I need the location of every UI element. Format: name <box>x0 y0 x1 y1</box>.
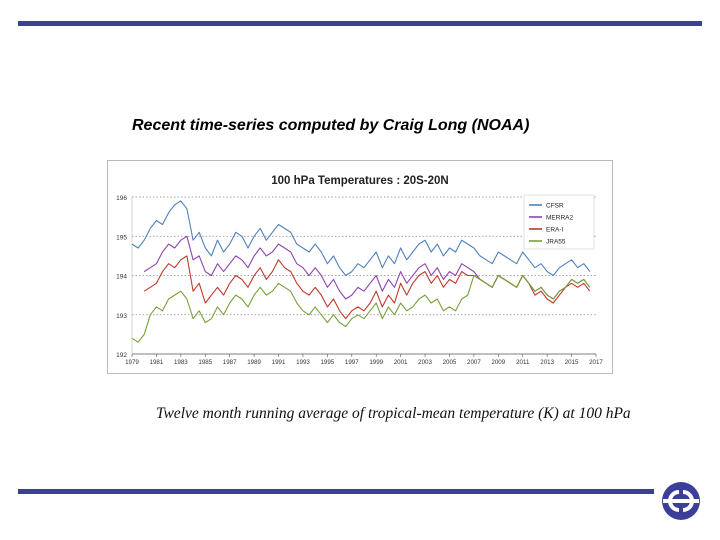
x-tick-label: 1993 <box>296 359 310 366</box>
x-tick-label: 1991 <box>272 359 286 366</box>
y-tick-label: 193 <box>116 313 127 320</box>
x-tick-label: 2009 <box>491 359 505 366</box>
x-tick-label: 2007 <box>467 359 481 366</box>
bottom-divider <box>18 489 654 494</box>
x-tick-label: 1999 <box>369 359 383 366</box>
ecmwf-logo-icon <box>662 482 700 520</box>
figure-caption: Twelve month running average of tropical… <box>156 405 631 422</box>
x-tick-label: 1981 <box>150 359 164 366</box>
chart-grid <box>132 196 596 316</box>
chart-axes: 192 193 194 195 196 1979 1981 1983 1985 1987 1989 1… <box>116 195 603 366</box>
line-chart: 100 hPa Temperatures : 20S-20N 192 193 194… <box>116 175 603 366</box>
y-tick-label: 195 <box>116 234 127 241</box>
x-tick-label: 2011 <box>516 359 530 366</box>
x-tick-label: 1983 <box>174 359 188 366</box>
chart-series <box>131 200 591 343</box>
x-tick-label: 2005 <box>443 359 457 366</box>
x-tick-label: 2015 <box>565 359 579 366</box>
slide-title: Recent time-series computed by Craig Lon… <box>132 117 530 134</box>
x-tick-label: 1989 <box>247 359 261 366</box>
legend-box <box>523 194 595 250</box>
chart-title: 100 hPa Temperatures : 20S-20N <box>271 175 448 187</box>
legend-label: CFSR <box>546 203 564 210</box>
x-tick-label: 1979 <box>125 359 139 366</box>
x-tick-label: 2017 <box>589 359 603 366</box>
bottom-divider-bar <box>18 489 654 494</box>
x-tick-label: 2001 <box>394 359 408 366</box>
x-tick-label: 1997 <box>345 359 359 366</box>
series-line-cfsr <box>131 200 591 277</box>
legend-label: ERA-I <box>546 227 564 234</box>
chart-legend: CFSR MERRA2 ERA-I JRA55 <box>523 194 595 250</box>
series-line-merra2 <box>143 235 591 300</box>
legend-label: MERRA2 <box>546 215 573 222</box>
chart-figure: 100 hPa Temperatures : 20S-20N 192 193 194… <box>107 160 613 374</box>
y-tick-label: 194 <box>116 274 127 281</box>
top-divider-bar <box>18 21 702 26</box>
x-tick-label: 2003 <box>418 359 432 366</box>
x-tick-label: 1987 <box>223 359 237 366</box>
x-tick-label: 1995 <box>320 359 334 366</box>
y-tick-label: 192 <box>116 352 127 359</box>
y-tick-label: 196 <box>116 195 127 202</box>
x-tick-label: 1985 <box>198 359 212 366</box>
legend-label: JRA55 <box>546 239 566 246</box>
x-tick-label: 2013 <box>540 359 554 366</box>
top-divider <box>18 21 702 26</box>
series-line-jra55 <box>131 274 591 343</box>
